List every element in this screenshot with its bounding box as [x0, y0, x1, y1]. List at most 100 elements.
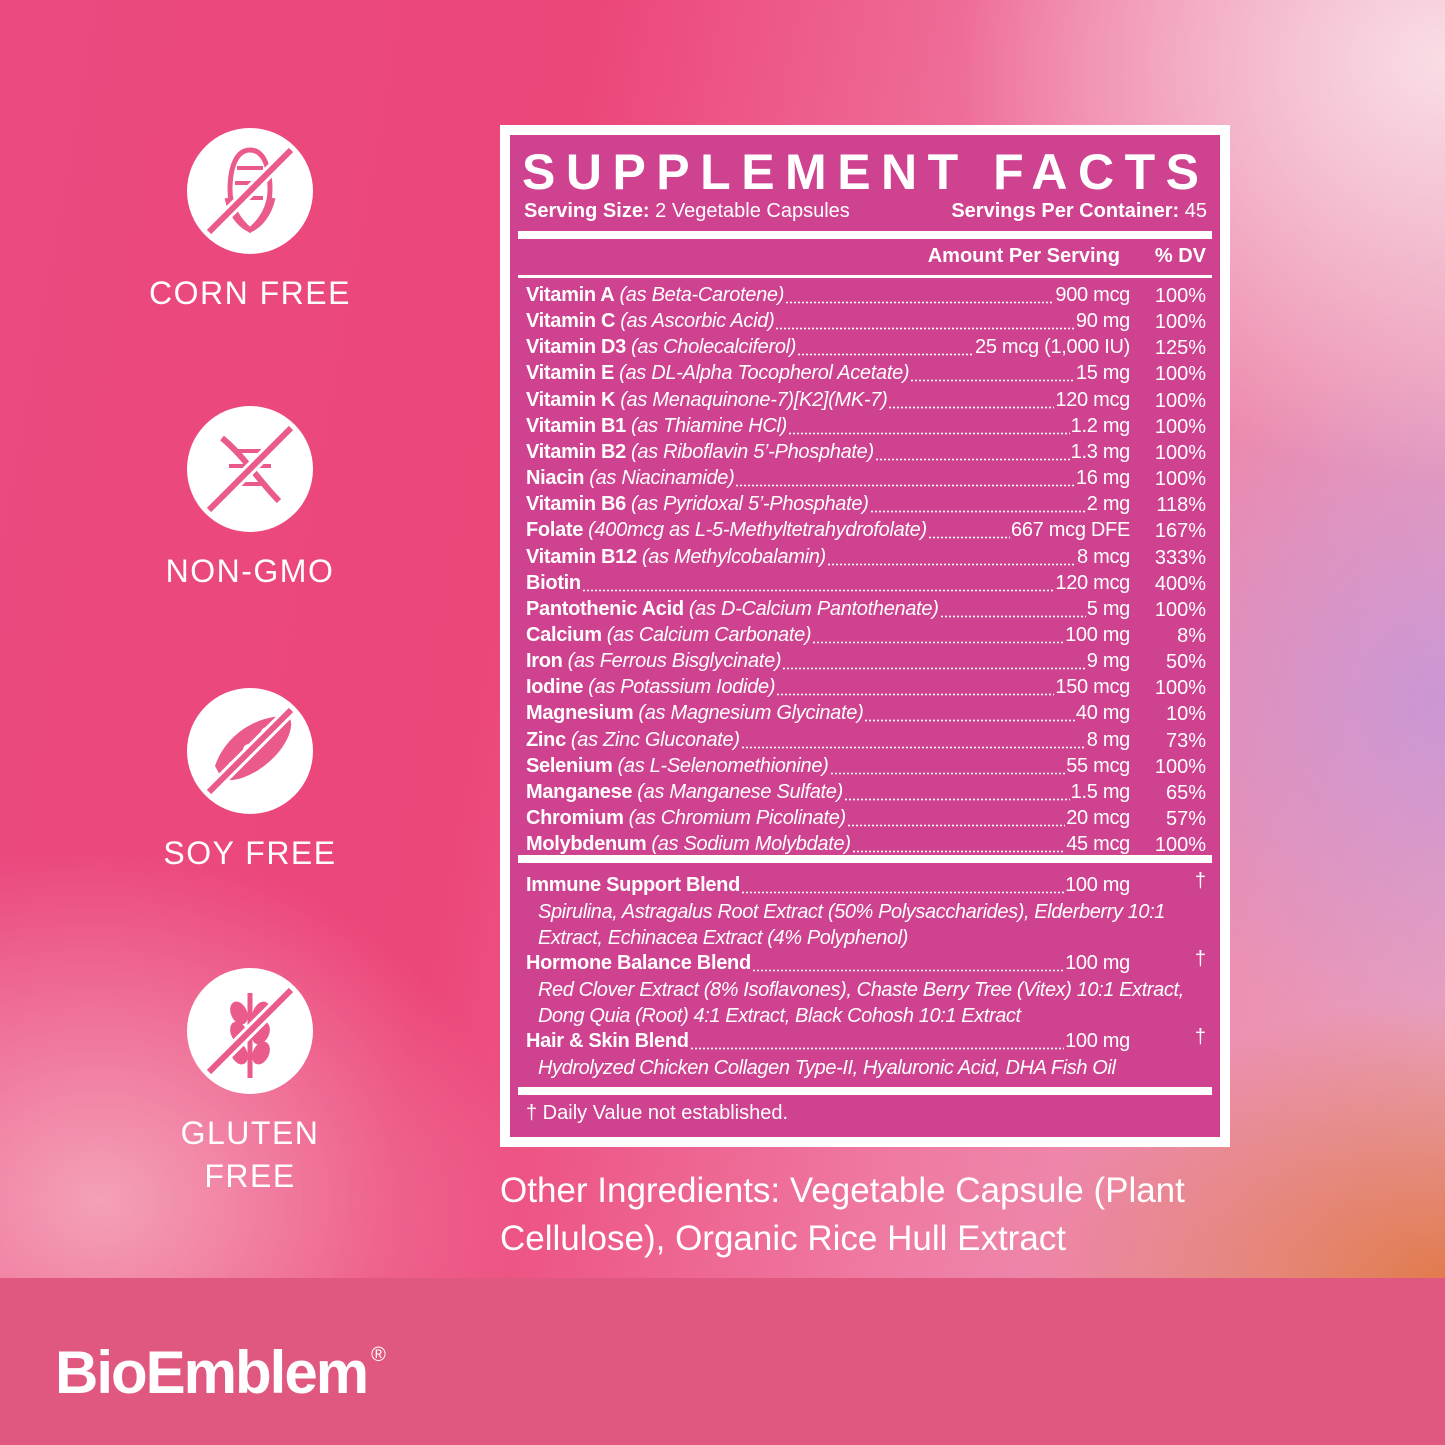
nutrient-name: Vitamin C — [526, 310, 616, 333]
dna-icon — [204, 423, 296, 515]
nutrient-source: (as Manganese Sulfate) — [637, 780, 843, 803]
serving-size-label: Serving Size: — [524, 200, 650, 222]
nutrient-amount: 20 mcg — [1066, 807, 1130, 829]
servings-per-container: 45 — [1184, 200, 1207, 222]
nutrient-row: Vitamin C (as Ascorbic Acid) 90 mg — [526, 309, 1130, 335]
leader-dots — [735, 484, 1075, 488]
nutrient-row: Magnesium (as Magnesium Glycinate) 40 mg — [526, 701, 1130, 727]
leader-dots — [864, 719, 1075, 723]
nutrient-source: (as Calcium Carbonate) — [606, 623, 812, 646]
leader-dots — [581, 588, 1055, 592]
nutrient-dv: 100% — [1154, 677, 1206, 700]
nutrient-dv: 73% — [1165, 729, 1206, 752]
nutrient-amount: 25 mcg (1,000 IU) — [975, 336, 1130, 359]
nutrient-row: Zinc (as Zinc Gluconate) 8 mg — [526, 728, 1130, 754]
nutrient-name: Vitamin K — [526, 388, 616, 411]
serving-size: 2 Vegetable Capsules — [655, 200, 850, 222]
nutrient-name: Molybdenum — [526, 833, 647, 856]
blend-ingredients: Hydrolyzed Chicken Collagen Type-II, Hya… — [538, 1057, 1116, 1079]
amount-header: Amount Per Serving — [927, 245, 1120, 267]
blend-dv: † — [1194, 870, 1206, 892]
nutrient-dv: 57% — [1165, 808, 1206, 830]
nutrient-row: Vitamin D3 (as Cholecalciferol) 25 mcg (1,… — [526, 335, 1130, 361]
other-ingredients: Other Ingredients: Vegetable Capsule (Pl… — [500, 1171, 1185, 1258]
leader-dots — [740, 745, 1086, 749]
nutrient-amount: 8 mg — [1086, 728, 1131, 751]
leader-dots — [826, 562, 1077, 566]
nutrient-name: Selenium — [526, 754, 613, 777]
nutrient-source: (as Ferrous Bisglycinate) — [567, 650, 782, 673]
nutrient-row: Niacin (as Niacinamide) 16 mg — [526, 466, 1130, 492]
nutrient-amount: 90 mg — [1075, 310, 1130, 333]
nutrient-source: (as Niacinamide) — [589, 467, 735, 490]
nutrient-dv: 100% — [1154, 285, 1206, 307]
nutrient-dv: 100% — [1154, 755, 1206, 778]
leader-dots — [843, 797, 1070, 801]
nutrient-row: Molybdenum (as Sodium Molybdate) 45 mcg — [526, 832, 1130, 858]
nutrient-source: (as Riboflavin 5’-Phosphate) — [631, 440, 874, 463]
footer-band: BioEmblem ® — [0, 1278, 1445, 1445]
wheat-icon — [204, 985, 296, 1078]
nutrient-name: Magnesium — [526, 702, 634, 725]
leader-dots — [775, 327, 1075, 331]
nutrient-name: Iodine — [526, 676, 584, 699]
nutrient-name: Calcium — [526, 623, 602, 646]
leader-dots — [910, 379, 1075, 383]
nutrient-amount: 45 mcg — [1066, 833, 1130, 856]
nutrient-amount: 1.2 mg — [1070, 414, 1131, 437]
blend-name: Hormone Balance Blend — [526, 952, 751, 974]
blend-ingredients: Red Clover Extract (8% Isoflavones), Cha… — [538, 979, 1184, 1027]
badge-dna: NON-GMO — [0, 406, 500, 593]
blend: Hormone Balance Blend 100 mg † Red Clover E… — [510, 948, 1220, 1029]
nutrient-amount: 15 mg — [1075, 362, 1130, 385]
nutrient-dv: 100% — [1154, 415, 1206, 438]
nutrient-source: (as Pyridoxal 5’-Phosphate) — [631, 493, 869, 516]
right-column: SUPPLEMENT FACTS Serving Size: 2 Vegetab… — [500, 125, 1260, 1263]
nutrient-source: (as Beta-Carotene) — [619, 284, 785, 306]
supplement-facts-panel: SUPPLEMENT FACTS Serving Size: 2 Vegetab… — [500, 125, 1230, 1147]
nutrient-row: Folate (400mcg as L-5-Methyltetrahydrofol… — [526, 518, 1130, 544]
nutrient-source: (as Ascorbic Acid) — [620, 310, 775, 333]
leader-dots — [829, 771, 1066, 775]
nutrient-dv: 100% — [1154, 468, 1206, 491]
nutrient-name: Niacin — [526, 467, 585, 490]
leader-dots — [689, 1047, 1065, 1050]
badge-circle — [187, 968, 313, 1094]
soybean-icon — [204, 705, 296, 797]
nutrient-row: Vitamin B6 (as Pyridoxal 5’-Phosphate) 2 m… — [526, 492, 1130, 518]
nutrient-source: (as Menaquinone-7)[K2](MK-7) — [620, 388, 888, 411]
leader-dots — [939, 614, 1086, 618]
nutrient-row: Biotin 120 mcg — [526, 571, 1130, 597]
nutrient-row: Manganese (as Manganese Sulfate) 1.5 mg — [526, 780, 1130, 806]
nutrient-dv: 100% — [1154, 834, 1206, 857]
nutrient-name: Zinc — [526, 728, 566, 751]
corn-icon — [204, 145, 296, 237]
divider — [518, 855, 1212, 863]
nutrient-dv: 100% — [1154, 598, 1206, 621]
nutrient-name: Iron — [526, 650, 563, 673]
nutrient-row: Vitamin A (as Beta-Carotene) 900 mcg — [526, 283, 1130, 309]
nutrient-amount: 40 mg — [1075, 702, 1130, 725]
nutrient-amount: 667 mcg DFE — [1011, 519, 1130, 542]
nutrient-amount: 1.5 mg — [1070, 780, 1131, 803]
nutrient-dv: 400% — [1154, 572, 1206, 595]
nutrient-source: (as Magnesium Glycinate) — [638, 702, 864, 725]
nutrient-row: Vitamin E (as DL-Alpha Tocopherol Acetate… — [526, 361, 1130, 387]
nutrient-source: (as Potassium Iodide) — [588, 676, 776, 699]
nutrient-amount: 5 mg — [1086, 597, 1131, 620]
leader-dots — [741, 891, 1065, 894]
nutrient-row: Vitamin B2 (as Riboflavin 5’-Phosphate) 1.… — [526, 440, 1130, 466]
nutrient-dv: 65% — [1165, 781, 1206, 804]
blend-ingredients: Spirulina, Astragalus Root Extract (50% … — [538, 901, 1166, 949]
nutrient-dv: 100% — [1154, 363, 1206, 386]
leader-dots — [874, 457, 1070, 461]
nutrient-name: Vitamin B6 — [526, 493, 626, 516]
nutrient-row: Vitamin B1 (as Thiamine HCl) 1.2 mg — [526, 414, 1130, 440]
nutrient-name: Pantothenic Acid — [526, 597, 684, 620]
blend-amount: 100 mg — [1065, 952, 1130, 974]
nutrient-row: Selenium (as L-Selenomethionine) 55 mcg — [526, 754, 1130, 780]
nutrient-name: Manganese — [526, 780, 633, 803]
nutrient-amount: 120 mcg — [1055, 388, 1130, 411]
leader-dots — [788, 431, 1070, 435]
blend-amount: 100 mg — [1065, 874, 1130, 896]
